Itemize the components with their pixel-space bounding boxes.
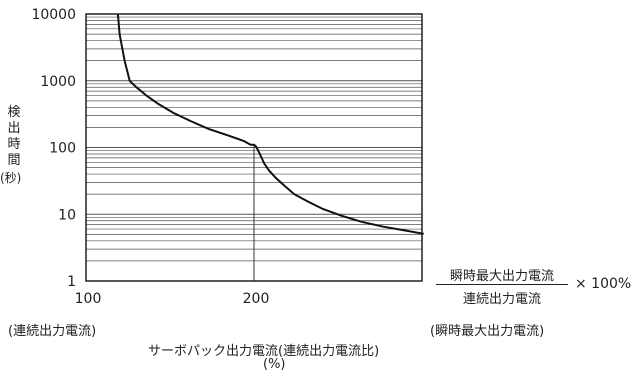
x-tick-label: 200 xyxy=(243,291,270,307)
y-tick-label: 1000 xyxy=(40,74,76,90)
y-axis-label-char: 検 xyxy=(7,105,21,120)
y-axis-label-char: 間 xyxy=(7,153,21,168)
series-line-detection-time xyxy=(116,13,424,235)
formula-numerator: 瞬時最大出力電流 xyxy=(449,269,554,284)
y-axis-label: 検 出 時 間 xyxy=(4,105,24,169)
y-axis-label-char: 時 xyxy=(7,137,21,152)
y-tick-label: 1 xyxy=(67,274,76,290)
y-tick-label: 10 xyxy=(58,207,76,223)
y-axis-unit: (秒) xyxy=(0,171,22,185)
x-axis-unit: (%) xyxy=(263,357,286,372)
note-peak-current: (瞬時最大出力電流) xyxy=(430,324,545,339)
x-tick-labels: 100 200 xyxy=(75,291,270,307)
y-tick-label: 10000 xyxy=(31,7,76,23)
x-tick-label: 100 xyxy=(75,291,102,307)
y-tick-label: 100 xyxy=(49,141,76,157)
plot-frame xyxy=(85,13,423,282)
y-axis-label-char: 出 xyxy=(7,121,21,136)
formula-denominator: 連続出力電流 xyxy=(462,292,541,307)
formula-fraction-bar xyxy=(436,284,568,285)
formula-multiplier: × 100% xyxy=(575,276,632,292)
y-tick-labels: 10000 1000 100 10 1 xyxy=(31,7,76,290)
note-continuous-current: (連続出力電流) xyxy=(8,324,97,339)
x-axis-label: サーボパック出力電流(連続出力電流比) xyxy=(148,344,380,359)
